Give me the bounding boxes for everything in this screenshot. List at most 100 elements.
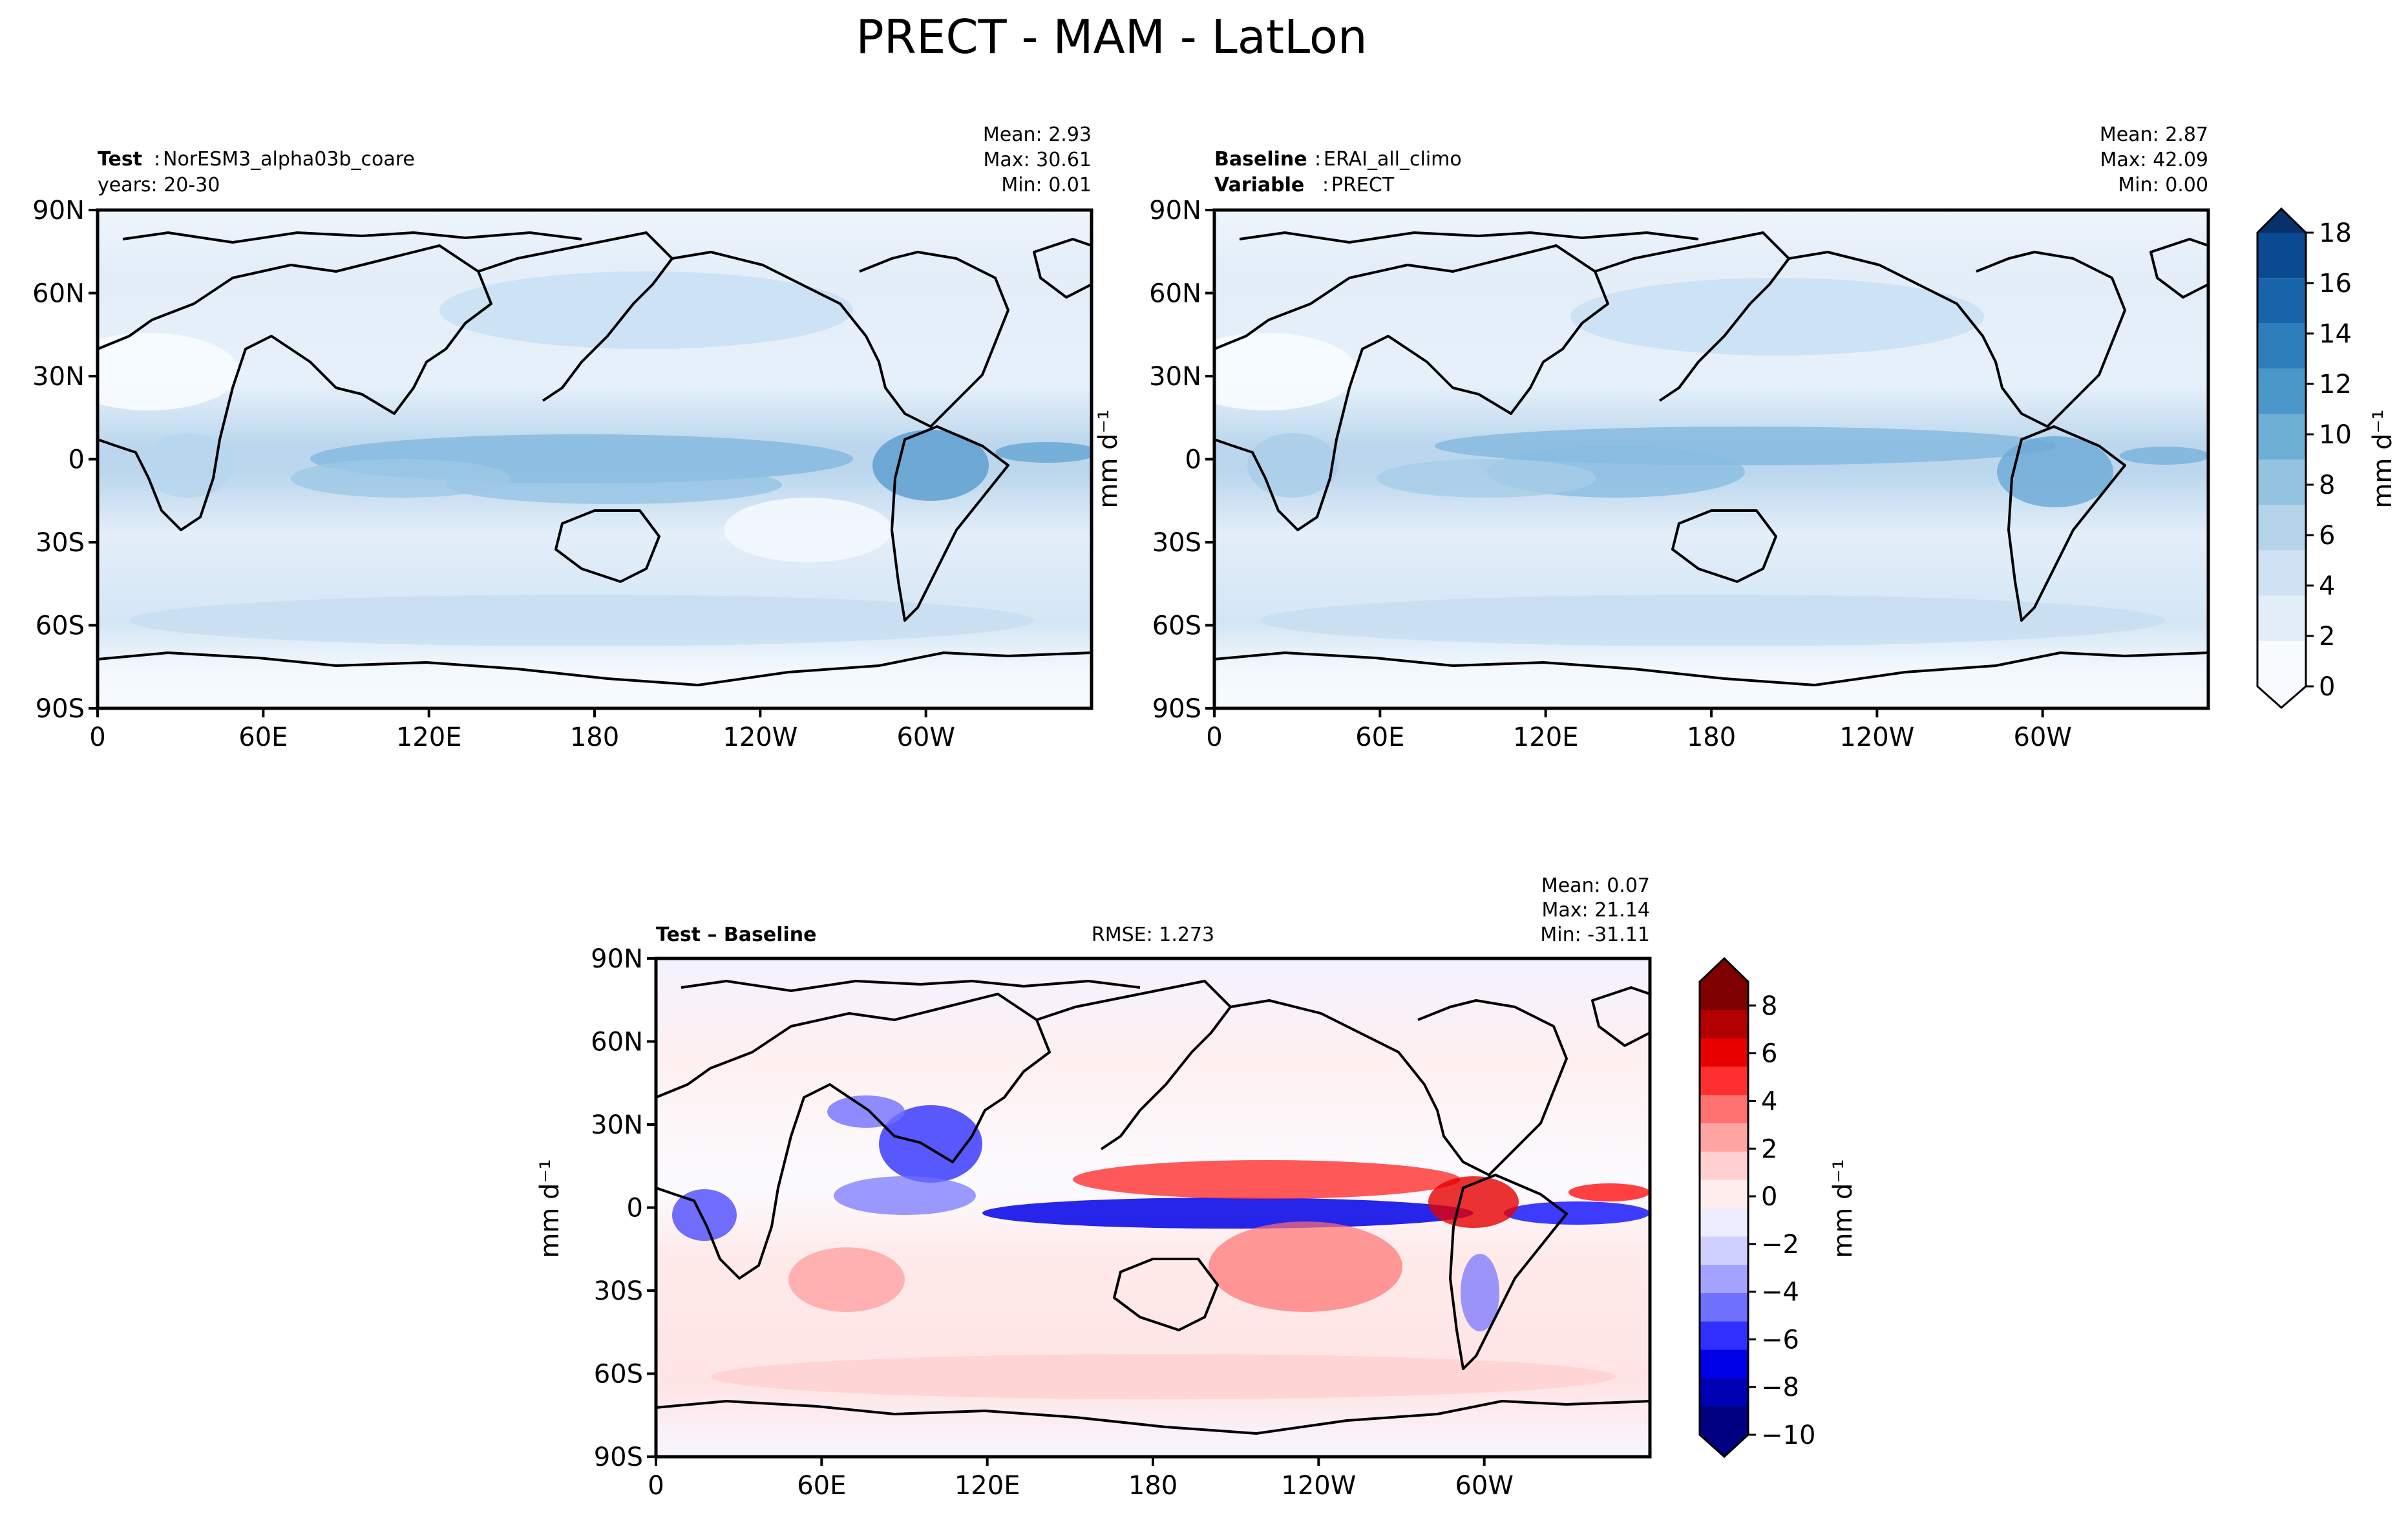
precip-colorbar-tick-label: 12 bbox=[2319, 370, 2352, 399]
diff-colorbar-block bbox=[1700, 982, 1748, 1011]
baseline-amazon bbox=[1997, 436, 2113, 507]
diff-colorbar-tick-label: −4 bbox=[1761, 1278, 1799, 1307]
diff-colorbar: 8 6 4 2 0 −2 −4 −6 −8 −10 mm d⁻¹ bbox=[1698, 957, 1858, 1459]
diff-colorbar-tick-label: 0 bbox=[1761, 1182, 1777, 1212]
lon-tick-label: 60W bbox=[2013, 723, 2071, 752]
precip-colorbar-tick-label: 2 bbox=[2319, 622, 2335, 651]
baseline-coast-antarctica bbox=[1214, 651, 2208, 686]
precip-colorbar-ticks: 0 2 4 6 8 10 12 14 16 18 bbox=[2306, 218, 2352, 702]
diff-colorbar-tick-label: −8 bbox=[1761, 1373, 1799, 1402]
baseline-africa bbox=[1247, 433, 1338, 498]
precip-colorbar-block bbox=[2257, 233, 2306, 279]
diff-units-label: mm d⁻¹ bbox=[535, 1159, 565, 1258]
precip-colorbar-block bbox=[2257, 550, 2306, 596]
lat-tick-label: 30S bbox=[36, 528, 85, 558]
lon-tick-label: 180 bbox=[570, 723, 619, 752]
diff-colorbar-block bbox=[1700, 1179, 1748, 1209]
baseline-stat-min: Min: 0.00 bbox=[2118, 174, 2208, 196]
precip-colorbar-tick-label: 8 bbox=[2319, 470, 2335, 500]
precip-colorbar-extend-min bbox=[2257, 686, 2306, 708]
lon-tick-label: 120E bbox=[1513, 723, 1579, 752]
lat-tick-label: 30S bbox=[1152, 528, 1201, 558]
diff-colorbar-tick-label: −6 bbox=[1761, 1325, 1799, 1355]
test-sahara bbox=[98, 333, 239, 410]
diff-indian-blue bbox=[834, 1176, 976, 1215]
precip-colorbar-tick-label: 16 bbox=[2319, 269, 2352, 299]
lat-tick-label: 60N bbox=[1149, 279, 1201, 309]
lon-tick-label: 120W bbox=[1839, 723, 1914, 752]
test-lon-ticks: 0 60E 120E 180 120W 60W bbox=[89, 708, 955, 752]
precip-colorbar-block bbox=[2257, 414, 2306, 460]
test-coast-greenland bbox=[1033, 238, 1092, 299]
baseline-stat-mean: Mean: 2.87 bbox=[2100, 123, 2208, 146]
diff-southern-red bbox=[711, 1354, 1616, 1399]
precip-colorbar-units: mm d⁻¹ bbox=[2368, 409, 2398, 508]
test-stat-mean: Mean: 2.93 bbox=[983, 123, 1092, 146]
lat-tick-label: 90S bbox=[36, 694, 85, 724]
diff-colorbar-block bbox=[1700, 1151, 1748, 1181]
diff-colorbar-block bbox=[1700, 1236, 1748, 1265]
baseline-variable-sep: : bbox=[1322, 174, 1329, 196]
lon-tick-label: 60W bbox=[1455, 1471, 1513, 1501]
precip-colorbar-tick-label: 6 bbox=[2319, 521, 2335, 551]
test-stat-min: Min: 0.01 bbox=[1001, 174, 1092, 196]
diff-stat-min: Min: -31.11 bbox=[1540, 924, 1650, 946]
lat-tick-label: 90N bbox=[32, 196, 85, 226]
test-years: years: 20-30 bbox=[98, 174, 220, 196]
diff-coast-australia bbox=[1113, 1258, 1219, 1331]
precip-colorbar-tick-label: 4 bbox=[2319, 571, 2335, 601]
diff-colorbar-block bbox=[1700, 1066, 1748, 1095]
baseline-storm-track-s bbox=[1260, 595, 2165, 646]
baseline-sahara bbox=[1214, 333, 1357, 410]
lon-tick-label: 120W bbox=[1281, 1471, 1356, 1501]
baseline-coast-asia-east bbox=[1594, 231, 1790, 402]
test-stat-max: Max: 30.61 bbox=[983, 149, 1092, 171]
diff-asia-blue bbox=[879, 1105, 982, 1183]
lon-tick-label: 120W bbox=[723, 723, 797, 752]
test-coast-asia-east bbox=[478, 231, 673, 402]
baseline-atlantic-itcz bbox=[2120, 447, 2208, 465]
lat-tick-label: 0 bbox=[1185, 445, 1201, 475]
panel-diff: Test – Baseline RMSE: 1.273 Mean: 0.07 M… bbox=[535, 874, 1652, 1501]
lat-tick-label: 90S bbox=[594, 1443, 643, 1472]
baseline-lat-ticks: 90N 60N 30N 0 30S 60S 90S bbox=[1149, 196, 1214, 724]
diff-rmse: RMSE: 1.273 bbox=[1092, 924, 1214, 946]
diff-pacific-blue-band bbox=[982, 1198, 1473, 1229]
baseline-label-key: Baseline bbox=[1214, 148, 1307, 171]
diff-colorbar-block bbox=[1700, 1321, 1748, 1351]
diff-pacific-red-south bbox=[1209, 1221, 1402, 1312]
diff-colorbar-block bbox=[1700, 1009, 1748, 1039]
lat-tick-label: 30S bbox=[594, 1276, 643, 1306]
diff-colorbar-block bbox=[1700, 1123, 1748, 1152]
diff-map bbox=[656, 958, 1650, 1457]
diff-tibet-blue bbox=[827, 1095, 905, 1128]
baseline-variable-key: Variable bbox=[1214, 174, 1304, 196]
diff-atlantic-blue bbox=[1504, 1201, 1650, 1225]
lon-tick-label: 120E bbox=[396, 723, 462, 752]
diff-colorbar-tick-label: 4 bbox=[1761, 1086, 1777, 1116]
precip-colorbar-tick-label: 18 bbox=[2319, 218, 2352, 248]
test-label-key: Test bbox=[98, 148, 142, 171]
precip-colorbar-tick-label: 14 bbox=[2319, 319, 2352, 349]
diff-colorbar-extend-min bbox=[1700, 1435, 1748, 1457]
diff-coast-south-america bbox=[1449, 1174, 1568, 1370]
lat-tick-label: 30N bbox=[1149, 362, 1201, 392]
diff-south-indian-red bbox=[788, 1247, 905, 1312]
diff-coast-asia-east bbox=[1036, 980, 1232, 1150]
diff-colorbar-ticks: 8 6 4 2 0 −2 −4 −6 −8 −10 bbox=[1748, 991, 1815, 1450]
figure-title: PRECT - MAM - LatLon bbox=[856, 10, 1367, 64]
test-storm-track-s bbox=[129, 595, 1034, 646]
diff-label: Test – Baseline bbox=[656, 924, 817, 946]
diff-colorbar-block bbox=[1700, 1293, 1748, 1322]
diff-colorbar-extend-max bbox=[1700, 958, 1748, 982]
test-label-value: NorESM3_alpha03b_coare bbox=[163, 148, 415, 171]
lon-tick-label: 180 bbox=[1128, 1471, 1178, 1501]
diff-colorbar-tick-label: −2 bbox=[1761, 1230, 1799, 1260]
lat-tick-label: 60S bbox=[36, 611, 85, 641]
lon-tick-label: 60W bbox=[896, 723, 955, 752]
lon-tick-label: 60E bbox=[238, 723, 288, 752]
test-coast-arctic bbox=[122, 231, 582, 244]
lat-tick-label: 90N bbox=[591, 944, 643, 974]
lat-tick-label: 0 bbox=[627, 1194, 643, 1223]
